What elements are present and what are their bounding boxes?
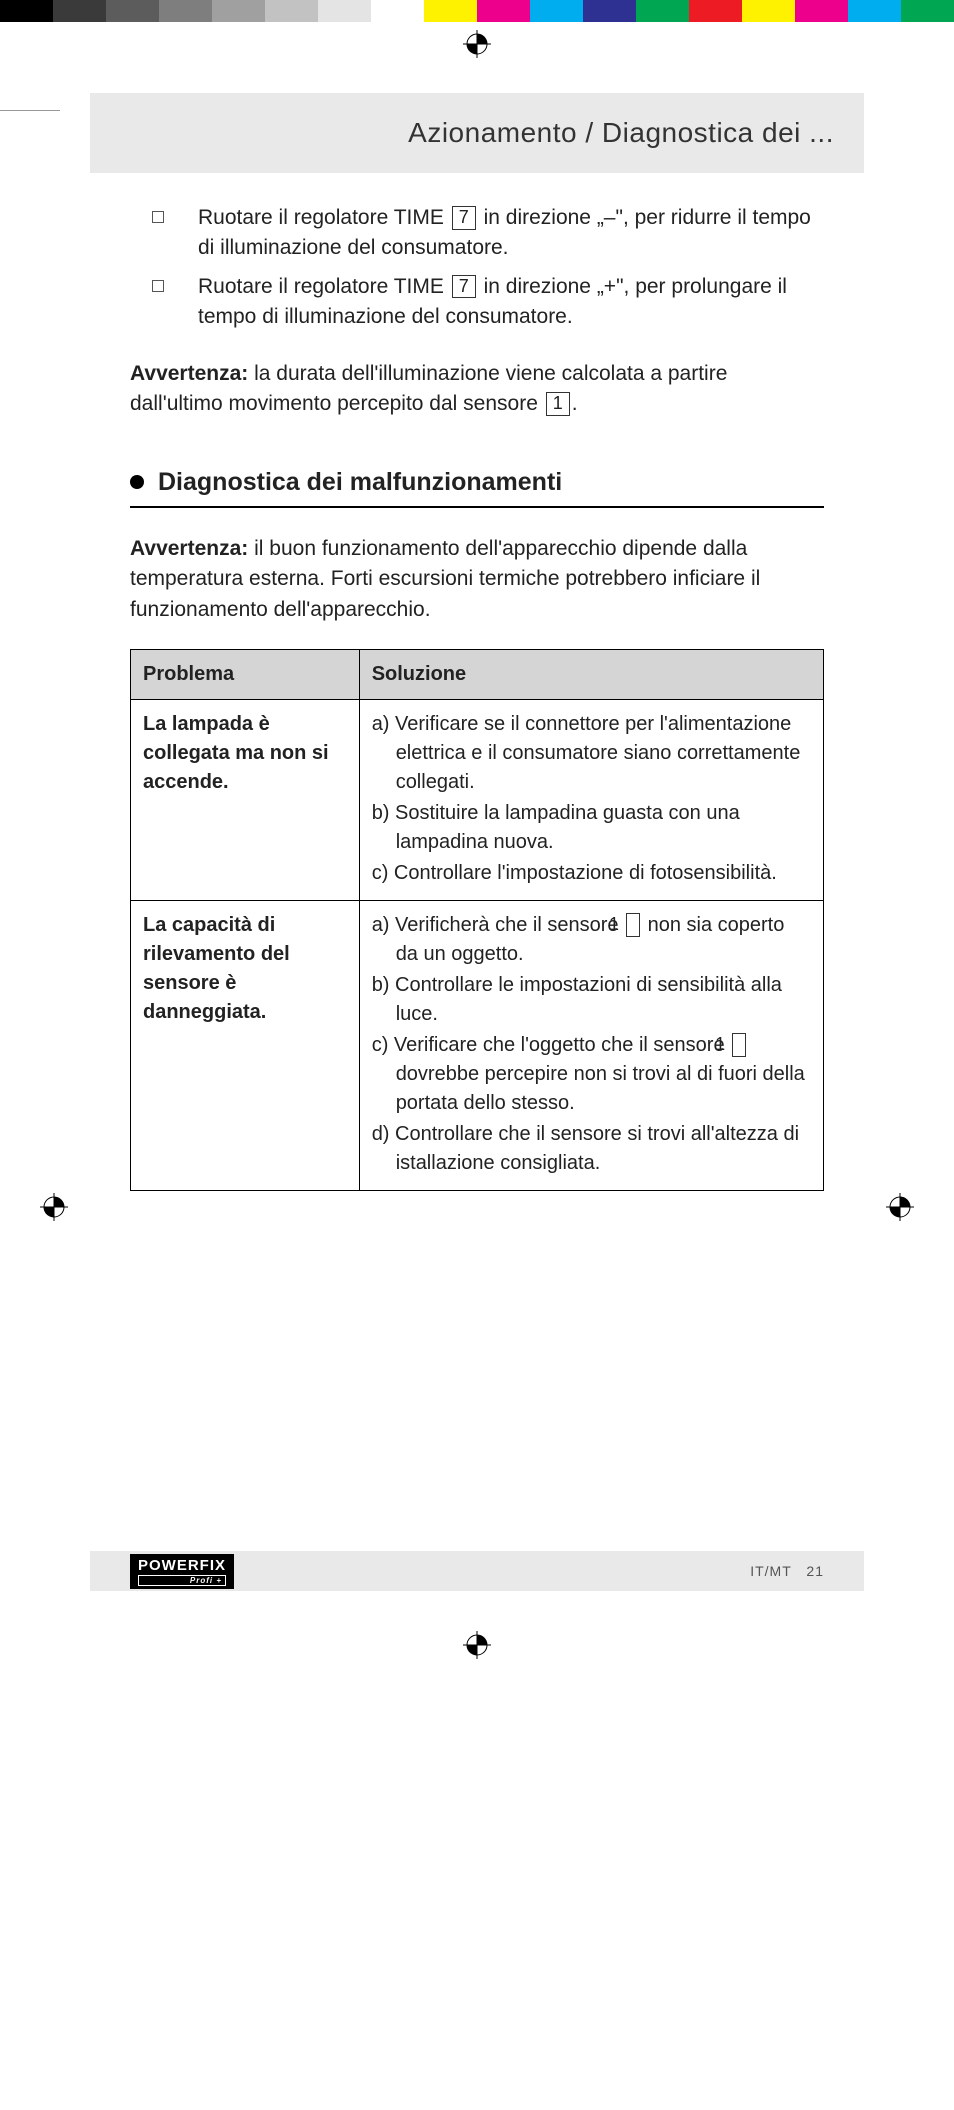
solution-cell: a) Verificherà che il sensore 1 non sia … (359, 901, 823, 1191)
solution-item: c) Controllare l'impostazione di fotosen… (372, 859, 811, 888)
color-swatch (742, 0, 795, 22)
lang-code: IT/MT (750, 1563, 792, 1579)
color-swatch (636, 0, 689, 22)
color-swatch (53, 0, 106, 22)
warning-label: Avvertenza: (130, 537, 248, 560)
problem-cell: La lampada è collegata ma non si accende… (131, 700, 360, 901)
table-header-problem: Problema (131, 650, 360, 700)
print-color-bar (0, 0, 954, 22)
color-swatch (0, 0, 53, 22)
diagnostics-table: Problema Soluzione La lampada è collegat… (130, 649, 824, 1191)
section-title: Diagnostica dei malfunzionamenti (158, 464, 562, 500)
page-header: Azionamento / Diagnostica dei ... (90, 93, 864, 173)
color-swatch (371, 0, 424, 22)
section-heading: Diagnostica dei malfunzionamenti (130, 464, 824, 508)
color-swatch (848, 0, 901, 22)
color-swatch (583, 0, 636, 22)
color-swatch (530, 0, 583, 22)
color-swatch (689, 0, 742, 22)
list-item: Ruotare il regolatore TIME 7 in direzion… (170, 272, 824, 333)
table-row: La lampada è collegata ma non si accende… (131, 700, 824, 901)
ref-number: 7 (452, 275, 476, 299)
color-swatch (901, 0, 954, 22)
page-content: Ruotare il regolatore TIME 7 in direzion… (90, 173, 864, 1191)
page-number: 21 (806, 1563, 824, 1579)
brand-name: POWERFIX (138, 1557, 226, 1574)
footer-meta: IT/MT 21 (750, 1563, 824, 1579)
solution-item: a) Verificherà che il sensore 1 non sia … (372, 911, 811, 969)
solution-item: c) Verificare che l'oggetto che il senso… (372, 1031, 811, 1118)
warning-label: Avvertenza: (130, 362, 248, 385)
ref-number: 1 (732, 1033, 746, 1057)
color-swatch (318, 0, 371, 22)
table-header-solution: Soluzione (359, 650, 823, 700)
solution-cell: a) Verificare se il connettore per l'ali… (359, 700, 823, 901)
registration-mark-bottom (0, 1631, 954, 1664)
registration-mark-top (0, 30, 954, 63)
text: Ruotare il regolatore TIME (198, 206, 450, 229)
problem-cell: La capacità di rilevamento del sensore è… (131, 901, 360, 1191)
registration-mark-left (40, 1193, 68, 1226)
solution-item: d) Controllare che il sensore si trovi a… (372, 1120, 811, 1178)
list-item: Ruotare il regolatore TIME 7 in direzion… (170, 203, 824, 264)
ref-number: 7 (452, 206, 476, 230)
color-swatch (106, 0, 159, 22)
table-row: La capacità di rilevamento del sensore è… (131, 901, 824, 1191)
warning-paragraph: Avvertenza: il buon funzionamento dell'a… (130, 534, 824, 625)
color-swatch (424, 0, 477, 22)
solution-item: a) Verificare se il connettore per l'ali… (372, 710, 811, 797)
color-swatch (265, 0, 318, 22)
text: Ruotare il regolatore TIME (198, 275, 450, 298)
brand-logo: POWERFIX Profi + (130, 1554, 234, 1589)
color-swatch (477, 0, 530, 22)
solution-item: b) Controllare le impostazioni di sensib… (372, 971, 811, 1029)
ref-number: 1 (626, 913, 640, 937)
header-title: Azionamento / Diagnostica dei ... (408, 117, 834, 148)
solution-item: b) Sostituire la lampadina guasta con un… (372, 799, 811, 857)
color-swatch (159, 0, 212, 22)
color-swatch (795, 0, 848, 22)
brand-subline: Profi + (138, 1575, 226, 1586)
color-swatch (212, 0, 265, 22)
page-footer: POWERFIX Profi + IT/MT 21 (90, 1551, 864, 1591)
registration-mark-right (886, 1193, 914, 1226)
bullet-icon (130, 475, 144, 489)
ref-number: 1 (546, 392, 570, 416)
warning-paragraph: Avvertenza: la durata dell'illuminazione… (130, 359, 824, 420)
text: . (572, 392, 578, 415)
instruction-list: Ruotare il regolatore TIME 7 in direzion… (130, 203, 824, 333)
